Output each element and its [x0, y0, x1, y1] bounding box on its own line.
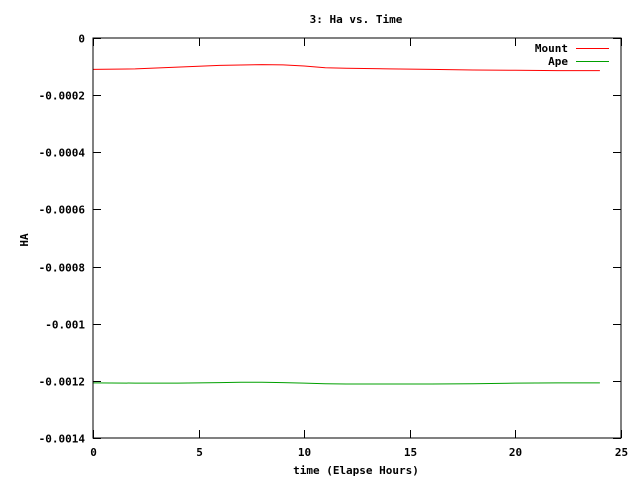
x-tick-label: 15	[404, 446, 417, 459]
x-tick-label: 10	[298, 446, 311, 459]
y-tick-label: -0.0012	[39, 376, 85, 389]
plot-area-border	[92, 37, 622, 439]
chart-title: 3: Ha vs. Time	[310, 13, 403, 26]
x-tick-label: 20	[509, 446, 522, 459]
legend-label-ape: Ape	[548, 55, 568, 68]
y-tick-label: -0.0008	[39, 262, 85, 275]
series-line-ape	[92, 381, 600, 385]
legend-label-mount: Mount	[535, 42, 568, 55]
y-axis-label: HA	[18, 233, 31, 247]
x-tick-label: 5	[196, 446, 203, 459]
x-axis-ticks: 0 5 10 15 20 25	[90, 38, 628, 459]
y-tick-label: -0.0006	[39, 204, 86, 217]
y-tick-label: -0.0002	[39, 90, 85, 103]
y-tick-label: -0.0014	[39, 433, 86, 446]
series-line-mount	[92, 64, 600, 72]
series-layer	[92, 64, 600, 385]
y-tick-label: -0.001	[45, 319, 85, 332]
x-axis-label: time (Elapse Hours)	[293, 464, 419, 477]
y-tick-label: 0	[78, 33, 85, 46]
x-tick-label: 25	[615, 446, 628, 459]
y-tick-label: -0.0004	[39, 147, 86, 160]
x-tick-label: 0	[90, 446, 97, 459]
